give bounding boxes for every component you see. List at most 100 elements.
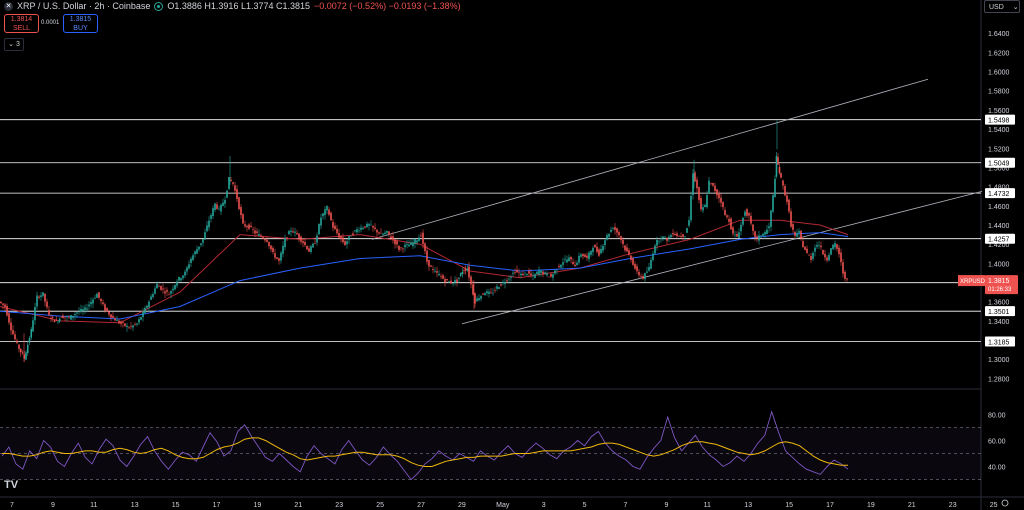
candle[interactable]: [384, 230, 386, 235]
candle[interactable]: [154, 285, 156, 295]
candle[interactable]: [276, 256, 278, 260]
candle[interactable]: [222, 198, 224, 207]
candle[interactable]: [8, 310, 10, 325]
candle[interactable]: [196, 245, 198, 254]
candle[interactable]: [202, 239, 204, 247]
candle[interactable]: [228, 176, 230, 190]
candle[interactable]: [320, 213, 322, 230]
candle[interactable]: [172, 285, 174, 294]
candle[interactable]: [588, 250, 590, 263]
candle[interactable]: [706, 190, 708, 209]
candle[interactable]: [468, 262, 470, 282]
candle[interactable]: [686, 227, 688, 234]
candle[interactable]: [40, 292, 42, 301]
candle[interactable]: [496, 284, 498, 292]
candle[interactable]: [66, 314, 68, 322]
candle[interactable]: [332, 218, 334, 232]
candle[interactable]: [824, 249, 826, 261]
candle[interactable]: [314, 239, 316, 245]
candle[interactable]: [542, 270, 544, 278]
candle[interactable]: [378, 231, 380, 236]
candle[interactable]: [174, 284, 176, 291]
candle[interactable]: [840, 248, 842, 266]
candle[interactable]: [618, 230, 620, 238]
candle[interactable]: [768, 222, 770, 233]
candle[interactable]: [522, 270, 524, 276]
candle[interactable]: [270, 245, 272, 253]
candle[interactable]: [750, 212, 752, 226]
symbol-title[interactable]: XRP / U.S. Dollar · 2h · Coinbase: [17, 1, 151, 11]
candle[interactable]: [512, 270, 514, 278]
candle[interactable]: [208, 216, 210, 231]
candle[interactable]: [98, 292, 100, 300]
candle[interactable]: [620, 235, 622, 244]
candle[interactable]: [300, 235, 302, 245]
candle[interactable]: [246, 224, 248, 232]
candle[interactable]: [288, 229, 290, 235]
candle[interactable]: [242, 213, 244, 225]
candle[interactable]: [662, 236, 664, 242]
candle[interactable]: [816, 241, 818, 249]
candle[interactable]: [580, 252, 582, 259]
candle[interactable]: [814, 244, 816, 257]
candle[interactable]: [826, 255, 828, 263]
candle[interactable]: [90, 297, 92, 308]
candle[interactable]: [510, 274, 512, 282]
candle[interactable]: [800, 229, 802, 241]
candle[interactable]: [560, 264, 562, 269]
candle[interactable]: [214, 202, 216, 213]
channel-upper-line[interactable]: [371, 78, 929, 240]
candle[interactable]: [822, 249, 824, 255]
candle[interactable]: [376, 229, 378, 237]
candle[interactable]: [842, 258, 844, 278]
candle[interactable]: [434, 267, 436, 273]
candle[interactable]: [576, 260, 578, 267]
candle[interactable]: [240, 204, 242, 219]
candle[interactable]: [666, 237, 668, 245]
candle[interactable]: [176, 279, 178, 289]
candle[interactable]: [428, 259, 430, 271]
candle[interactable]: [358, 226, 360, 233]
candle[interactable]: [736, 231, 738, 237]
candle[interactable]: [674, 231, 676, 236]
candle[interactable]: [58, 317, 61, 324]
candle[interactable]: [148, 299, 150, 312]
candle[interactable]: [390, 232, 392, 239]
candle[interactable]: [188, 260, 190, 270]
candle[interactable]: [528, 268, 530, 278]
candle[interactable]: [432, 265, 434, 274]
candle[interactable]: [534, 273, 536, 279]
candle[interactable]: [748, 211, 750, 220]
candle[interactable]: [21, 350, 24, 355]
candle[interactable]: [794, 230, 796, 238]
candle[interactable]: [372, 225, 374, 232]
candle[interactable]: [258, 229, 260, 237]
candle[interactable]: [80, 304, 82, 314]
candle[interactable]: [76, 311, 78, 318]
candle[interactable]: [86, 303, 88, 313]
candle[interactable]: [162, 283, 164, 294]
candle[interactable]: [12, 325, 14, 336]
candle[interactable]: [738, 228, 740, 239]
candle[interactable]: [328, 206, 330, 217]
candle[interactable]: [32, 316, 34, 332]
candle[interactable]: [484, 291, 486, 296]
candle[interactable]: [60, 316, 63, 318]
candle[interactable]: [488, 288, 490, 298]
candle[interactable]: [210, 213, 212, 223]
candle[interactable]: [670, 233, 672, 238]
candle[interactable]: [676, 231, 678, 239]
candle[interactable]: [426, 246, 428, 265]
candle[interactable]: [718, 190, 720, 203]
candle[interactable]: [182, 275, 184, 281]
candle[interactable]: [122, 320, 124, 328]
candle[interactable]: [268, 241, 270, 249]
candle[interactable]: [710, 182, 712, 186]
candle[interactable]: [476, 295, 478, 302]
candle[interactable]: [192, 253, 194, 262]
candle[interactable]: [604, 238, 606, 250]
candle[interactable]: [504, 278, 506, 289]
candle[interactable]: [832, 244, 834, 251]
candle[interactable]: [466, 264, 469, 272]
candle[interactable]: [552, 272, 554, 281]
